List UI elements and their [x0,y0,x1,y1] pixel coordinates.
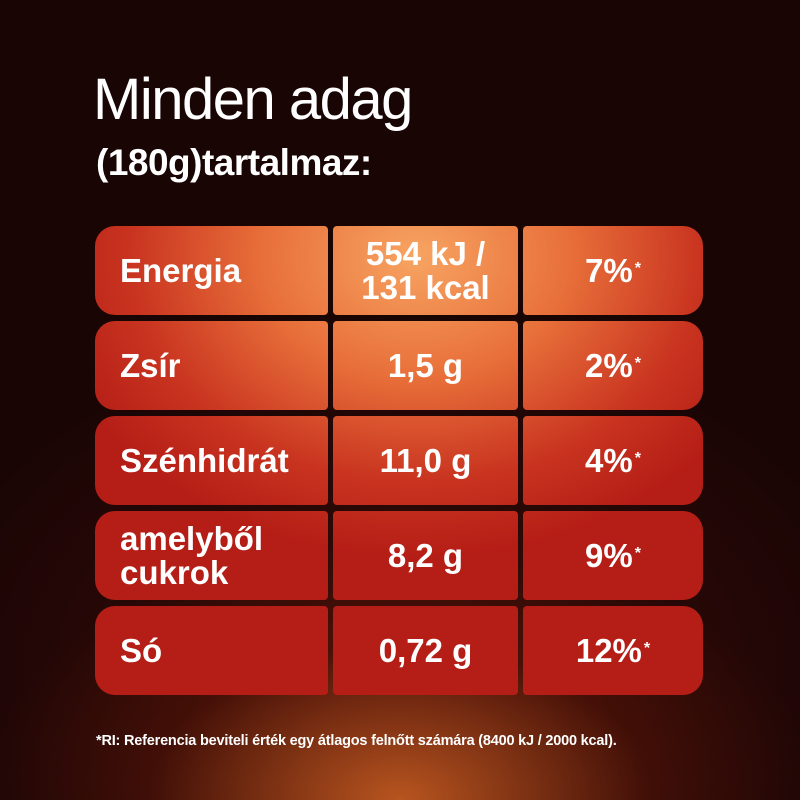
subtitle: (180g)tartalmaz: [96,142,372,183]
nutrient-amount: 554 kJ / 131 kcal [333,226,518,315]
nutrient-amount: 1,5 g [333,321,518,410]
reference-intake: 2% * [523,321,703,410]
nutrient-label: Energia [95,226,328,315]
nutrient-amount: 0,72 g [333,606,518,695]
nutrition-table: Energia 554 kJ / 131 kcal 7% * Zsír 1,5 g 2% * S… [95,226,703,695]
nutrient-amount: 11,0 g [333,416,518,505]
footnote-mark: * [634,355,641,372]
footnote-mark: * [643,640,651,657]
nutrient-label: Szénhidrát [95,416,328,505]
reference-intake: 12% * [523,606,703,695]
percent: 2% [585,346,633,384]
reference-intake: 7% * [523,226,703,315]
nutrient-label: amelyből cukrok [95,511,328,600]
title: Minden adag [93,67,413,132]
percent: 12% [575,631,642,669]
footnote-mark: * [634,450,641,467]
reference-intake: 4% * [523,416,703,505]
footnote-mark: * [634,545,641,562]
nutrient-label: Só [95,606,328,695]
percent: 9% [585,536,633,574]
footnote-mark: * [634,260,641,277]
nutrient-label: Zsír [95,321,328,410]
reference-intake: 9% * [523,511,703,600]
footnote: *RI: Referencia beviteli érték egy átlag… [96,733,617,749]
percent: 7% [585,251,633,289]
nutrient-amount: 8,2 g [333,511,518,600]
percent: 4% [585,441,633,479]
